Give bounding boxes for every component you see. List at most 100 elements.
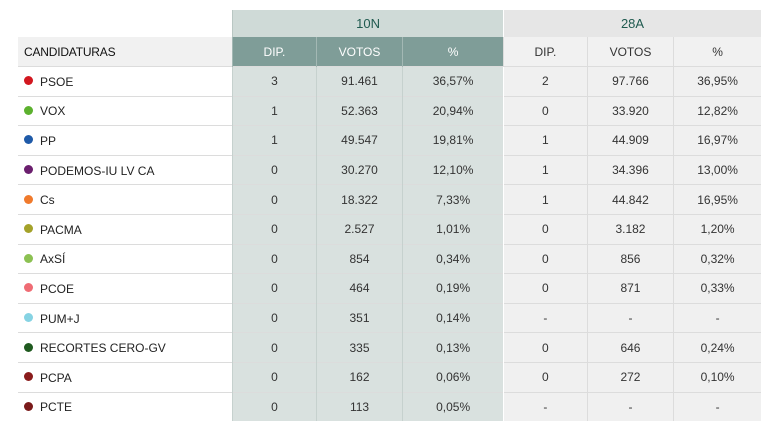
votos-10n-cell: 351 [315,302,403,333]
dip-28a-cell: 0 [503,273,588,304]
pct-10n-cell: 0,13% [402,332,504,363]
table-row: PCOE 0 464 0,19% 0 871 0,33% [18,273,761,304]
candidate-name: PUM+J [40,311,80,326]
party-color-dot [24,372,33,382]
candidate-cell: PCOE [18,273,233,304]
results-body: PSOE 3 91.461 36,57% 2 97.766 36,95% VOX… [18,66,761,422]
column-header-pct-28a: % [673,37,761,67]
pct-10n-cell: 1,01% [402,213,504,245]
votos-28a-cell: 34.396 [586,154,674,185]
column-header-dip-10n: DIP. [232,37,317,67]
pct-10n-cell: 20,94% [402,95,504,126]
table-row: VOX 1 52.363 20,94% 0 33.920 12,82% [18,95,761,126]
pct-10n-cell: 7,33% [402,184,504,215]
group-header-10n: 10N [232,10,504,37]
table-row: RECORTES CERO-GV 0 335 0,13% 0 646 0,24% [18,332,761,363]
candidate-name: PACMA [40,222,82,237]
group-header-row: 10N 28A [18,10,761,37]
pct-28a-cell: 0,24% [673,332,761,363]
votos-28a-cell: 97.766 [586,66,674,97]
votos-28a-cell: 3.182 [586,213,674,245]
candidate-name: AxSÍ [40,252,66,267]
pct-28a-cell: 0,32% [673,243,761,274]
votos-28a-cell: 44.842 [586,184,674,215]
pct-28a-cell: 36,95% [673,66,761,97]
group-header-blank [18,10,233,37]
party-color-dot [24,312,33,322]
candidate-name: PCOE [40,281,75,296]
votos-10n-cell: 854 [315,243,403,274]
votos-28a-cell: 871 [586,273,674,304]
votos-28a-cell: 856 [586,243,674,274]
pct-28a-cell: 0,10% [673,361,761,393]
dip-10n-cell: 0 [232,302,317,333]
party-color-dot [24,401,33,411]
dip-28a-cell: 0 [503,243,588,274]
column-header-votos-28a: VOTOS [586,37,674,67]
votos-28a-cell: - [586,391,674,422]
dip-10n-cell: 1 [232,125,317,156]
votos-10n-cell: 335 [315,332,403,363]
dip-28a-cell: 2 [503,66,588,97]
pct-28a-cell: 1,20% [673,213,761,245]
column-header-row: CANDIDATURAS DIP. VOTOS % DIP. VOTOS % [18,37,761,67]
dip-10n-cell: 1 [232,95,317,126]
pct-28a-cell: - [673,391,761,422]
candidate-cell: PUM+J [18,302,233,333]
table-row: PCPA 0 162 0,06% 0 272 0,10% [18,361,761,393]
column-header-dip-28a: DIP. [503,37,588,67]
table-row: PACMA 0 2.527 1,01% 0 3.182 1,20% [18,213,761,245]
party-color-dot [24,164,33,174]
votos-10n-cell: 49.547 [315,125,403,156]
dip-10n-cell: 3 [232,66,317,97]
table-row: AxSÍ 0 854 0,34% 0 856 0,32% [18,243,761,274]
pct-28a-cell: - [673,302,761,333]
votos-28a-cell: 44.909 [586,125,674,156]
candidate-cell: PP [18,125,233,156]
candidate-cell: RECORTES CERO-GV [18,332,233,363]
party-color-dot [24,283,33,293]
candidate-name: VOX [40,104,66,119]
table-row: PCTE 0 113 0,05% - - - [18,391,761,422]
dip-10n-cell: 0 [232,154,317,185]
column-header-pct-10n: % [402,37,504,67]
dip-10n-cell: 0 [232,391,317,422]
votos-10n-cell: 30.270 [315,154,403,185]
dip-28a-cell: 1 [503,125,588,156]
dip-28a-cell: 0 [503,213,588,245]
pct-28a-cell: 0,33% [673,273,761,304]
pct-10n-cell: 19,81% [402,125,504,156]
votos-28a-cell: 272 [586,361,674,393]
dip-10n-cell: 0 [232,361,317,393]
pct-10n-cell: 12,10% [402,154,504,185]
party-color-dot [24,253,33,263]
pct-10n-cell: 0,34% [402,243,504,274]
dip-10n-cell: 0 [232,273,317,304]
dip-10n-cell: 0 [232,332,317,363]
pct-10n-cell: 0,14% [402,302,504,333]
candidate-cell: Cs [18,184,233,215]
dip-10n-cell: 0 [232,213,317,245]
candidate-cell: VOX [18,95,233,126]
votos-28a-cell: 646 [586,332,674,363]
candidate-name: PSOE [40,74,74,89]
pct-10n-cell: 36,57% [402,66,504,97]
pct-28a-cell: 16,97% [673,125,761,156]
candidate-cell: PODEMOS-IU LV CA [18,154,233,185]
pct-28a-cell: 13,00% [673,154,761,185]
party-color-dot [24,224,33,234]
pct-10n-cell: 0,19% [402,273,504,304]
dip-28a-cell: 1 [503,154,588,185]
candidate-name: Cs [40,193,55,208]
dip-28a-cell: 0 [503,332,588,363]
election-results-table: 10N 28A CANDIDATURAS DIP. VOTOS % DIP. V… [18,10,761,422]
pct-10n-cell: 0,06% [402,361,504,393]
table-row: Cs 0 18.322 7,33% 1 44.842 16,95% [18,184,761,215]
candidate-name: PCTE [40,400,73,415]
table-row: PSOE 3 91.461 36,57% 2 97.766 36,95% [18,66,761,97]
dip-28a-cell: - [503,391,588,422]
votos-10n-cell: 113 [315,391,403,422]
pct-28a-cell: 16,95% [673,184,761,215]
pct-28a-cell: 12,82% [673,95,761,126]
